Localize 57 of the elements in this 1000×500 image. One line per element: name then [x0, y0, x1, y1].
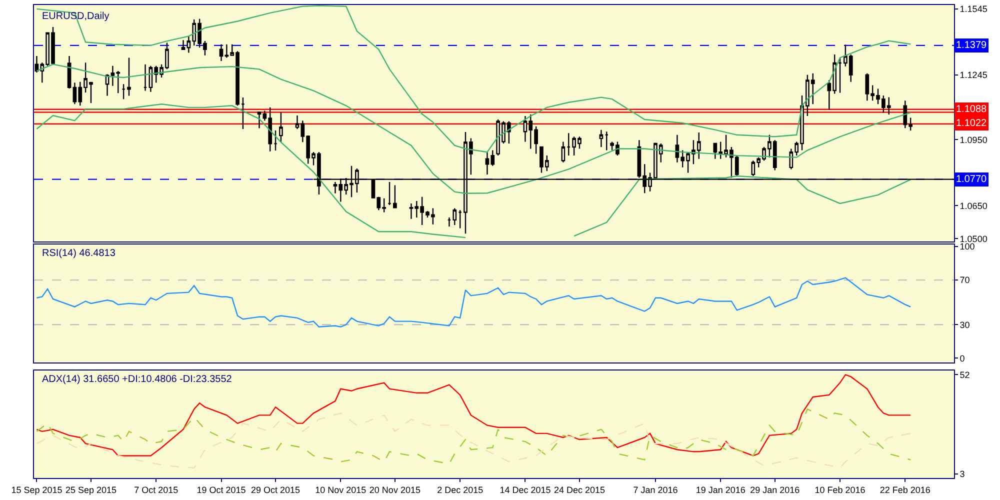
y-tick-label: 100 — [960, 242, 975, 252]
y-tick-label: 1.0650 — [960, 200, 988, 211]
x-tick-label: 29 Jan 2016 — [750, 484, 800, 495]
y-tick-label: 30 — [960, 320, 970, 330]
x-tick-label: 10 Feb 2016 — [814, 484, 866, 495]
candlestick — [241, 96, 245, 130]
x-tick-label: 22 Feb 2016 — [880, 484, 930, 495]
x-tick-label: 25 Sep 2015 — [65, 484, 117, 495]
candlestick — [604, 131, 609, 151]
y-tick-label: 1.0950 — [960, 134, 988, 145]
x-tick-label: 15 Sep 2015 — [11, 484, 62, 495]
x-tick-label: 29 Oct 2015 — [251, 484, 300, 495]
candlestick — [447, 216, 452, 228]
candlestick — [838, 57, 842, 94]
x-tick-label: 19 Jan 2016 — [696, 484, 746, 495]
y-tick-label: 0 — [960, 353, 965, 364]
candlestick — [122, 84, 126, 100]
x-tick-label: 20 Nov 2015 — [369, 484, 420, 495]
y-tick-label: 70 — [960, 275, 970, 286]
line-series — [36, 64, 912, 194]
candlestick — [599, 129, 604, 148]
chart-title: RSI(14) 46.4813 — [42, 248, 116, 259]
candlestick — [393, 184, 397, 209]
ref-line-label: 1.0770 — [956, 174, 988, 185]
x-tick-label: 7 Jan 2016 — [633, 484, 678, 495]
x-tick-label: 10 Nov 2015 — [315, 484, 366, 495]
candlestick — [219, 44, 224, 62]
candlestick — [274, 130, 278, 152]
x-tick-label: 2 Dec 2015 — [437, 484, 484, 495]
ref-line-label: 1.1379 — [956, 40, 988, 51]
candlestick — [388, 181, 392, 206]
x-tick-label: 19 Oct 2015 — [196, 484, 246, 495]
x-tick-label: 7 Oct 2015 — [134, 484, 178, 495]
line-series — [36, 5, 912, 153]
candlestick — [127, 57, 131, 96]
y-tick-label: 3 — [960, 469, 965, 480]
x-tick-label: 14 Dec 2015 — [500, 484, 551, 495]
y-tick-label: 1.1245 — [960, 70, 988, 80]
y-tick-label: 1.0500 — [960, 234, 988, 244]
candlestick — [279, 112, 283, 143]
candlestick — [458, 209, 462, 229]
y-tick-label: 1.1545 — [960, 4, 988, 14]
candlestick — [561, 141, 566, 163]
candlestick — [143, 64, 148, 92]
chart-title: ADX(14) 31.6650 +DI:10.4806 -DI:23.3552 — [42, 374, 232, 385]
candlestick — [452, 208, 457, 226]
y-tick-label: 52 — [960, 370, 970, 380]
line-series — [36, 374, 912, 456]
candlestick — [181, 40, 186, 50]
candlestick — [257, 112, 262, 129]
ref-line-label: 1.1022 — [956, 118, 988, 129]
candlestick — [566, 132, 571, 156]
candlestick — [105, 74, 110, 96]
ref-line-label: 1.1088 — [956, 104, 988, 115]
x-tick-label: 24 Dec 2015 — [554, 484, 606, 495]
line-series — [36, 277, 912, 328]
candlestick — [67, 55, 72, 90]
